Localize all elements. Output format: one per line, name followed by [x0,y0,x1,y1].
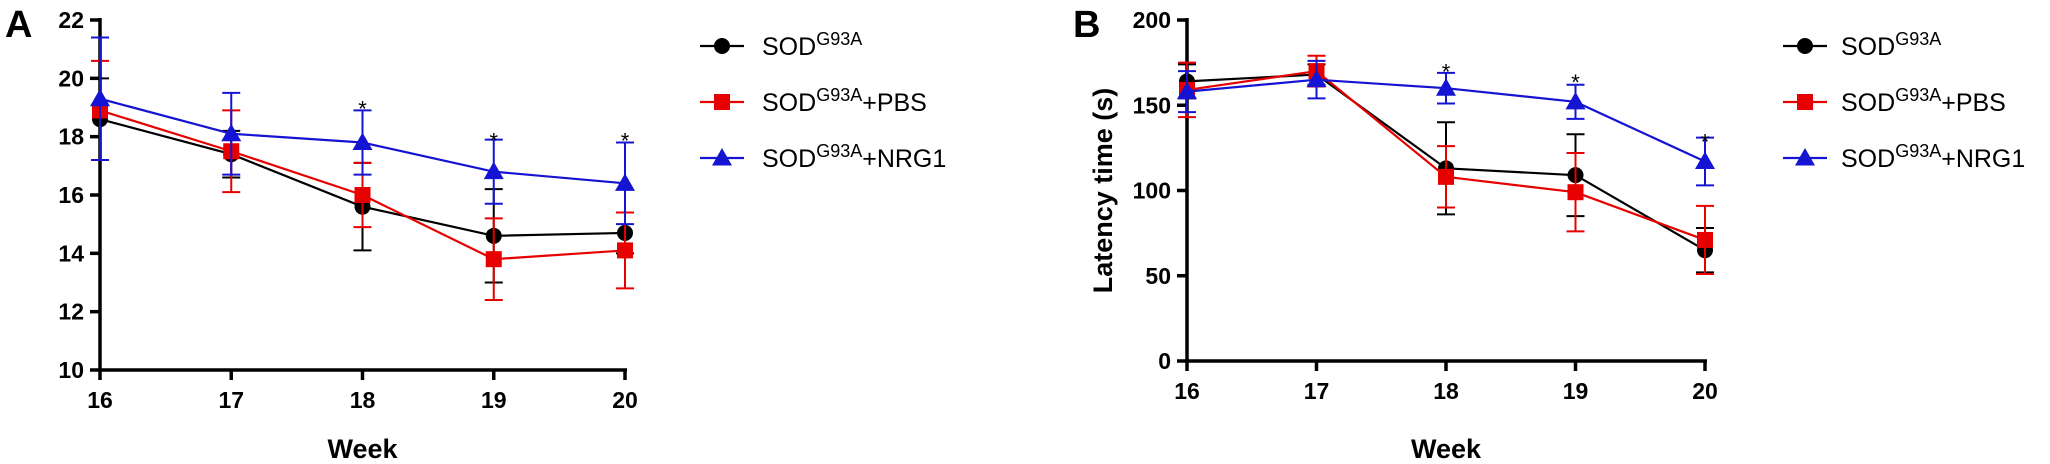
legend-label-suffix: +NRG1 [1941,145,2025,173]
series-triangle [90,36,635,226]
data-point [712,148,732,166]
data-point [1797,38,1813,54]
x-tick-label: 19 [481,387,507,413]
significance-star: * [1442,60,1451,85]
legend-label-sup: G93A [816,141,862,161]
legend-label-base: SOD [1841,89,1895,117]
y-tick-label: 10 [58,357,84,383]
legend-label-sup: G93A [1895,85,1941,105]
y-tick-label: 18 [58,124,84,150]
legend-label: SODG93A+PBS [1841,85,2006,117]
legend-label-base: SOD [762,145,816,173]
legend-label-base: SOD [1841,145,1895,173]
y-tick-label: 200 [1133,7,1171,33]
panel-letter: A [5,4,32,46]
y-tick-label: 22 [58,7,84,33]
legend-label: SODG93A+NRG1 [1841,141,2025,173]
data-point [714,38,730,54]
data-point [483,161,504,180]
data-point [1797,94,1813,110]
x-tick-label: 16 [1174,378,1200,404]
data-point [617,242,633,259]
y-tick-label: 100 [1133,178,1171,204]
y-tick-label: 50 [1145,263,1171,289]
data-point [1438,168,1454,185]
y-tick-label: 12 [58,299,84,325]
data-point [354,187,371,203]
data-point [485,251,502,268]
panel-letter: B [1073,4,1100,46]
y-tick-label: 14 [58,240,84,266]
significance-star: * [358,97,367,122]
legend-label-sup: G93A [816,29,862,49]
data-point [1565,91,1586,110]
significance-star: * [621,129,630,154]
legend-label-suffix: +NRG1 [862,145,946,173]
data-point [1695,151,1715,170]
data-point [714,94,730,110]
legend-label-suffix: +PBS [1941,89,2006,117]
legend-label-base: SOD [762,89,816,117]
legend-label-sup: G93A [1895,141,1941,161]
data-point [221,123,242,142]
significance-star: * [489,129,498,154]
significance-star: * [1571,70,1580,95]
x-tick-label: 19 [1563,378,1589,404]
legend-label: SODG93A [1841,29,1941,61]
x-tick-label: 16 [87,387,113,413]
data-point [1306,69,1327,88]
panel-b: B 0 50 100 150 200 16 17 18 19 20 Week Latency time … [1073,4,2025,464]
data-point [1795,148,1815,166]
x-tick-label: 20 [1692,378,1718,404]
legend-label-sup: G93A [1895,29,1941,49]
x-tick-label: 17 [218,387,244,413]
data-point [90,88,110,107]
y-tick-label: 16 [58,182,84,208]
data-point [352,132,373,150]
x-tick-label: 20 [612,387,638,413]
data-point [1177,81,1197,100]
series-triangle [1177,59,1715,187]
legend-label-base: SOD [762,33,816,61]
y-tick-label: 20 [58,65,84,91]
legend-label: SODG93A+NRG1 [762,141,946,173]
data-point [1436,78,1456,96]
data-point [615,173,635,191]
legend-label-base: SOD [1841,33,1895,61]
data-point [1567,184,1584,201]
x-axis-label: Week [1411,434,1482,464]
x-tick-label: 18 [350,387,376,413]
data-point [1697,231,1713,248]
x-tick-label: 17 [1304,378,1330,404]
significance-star: * [1701,130,1710,155]
y-axis-label: Latency time (s) [1088,88,1118,294]
y-tick-label: 150 [1133,92,1171,118]
legend-label-suffix: +PBS [862,89,927,117]
x-axis-label: Week [327,434,398,464]
legend-label-sup: G93A [816,85,862,105]
y-tick-label: 0 [1158,348,1171,374]
legend-label: SODG93A [762,29,862,61]
x-tick-label: 18 [1433,378,1459,404]
legend-label: SODG93A+PBS [762,85,927,117]
